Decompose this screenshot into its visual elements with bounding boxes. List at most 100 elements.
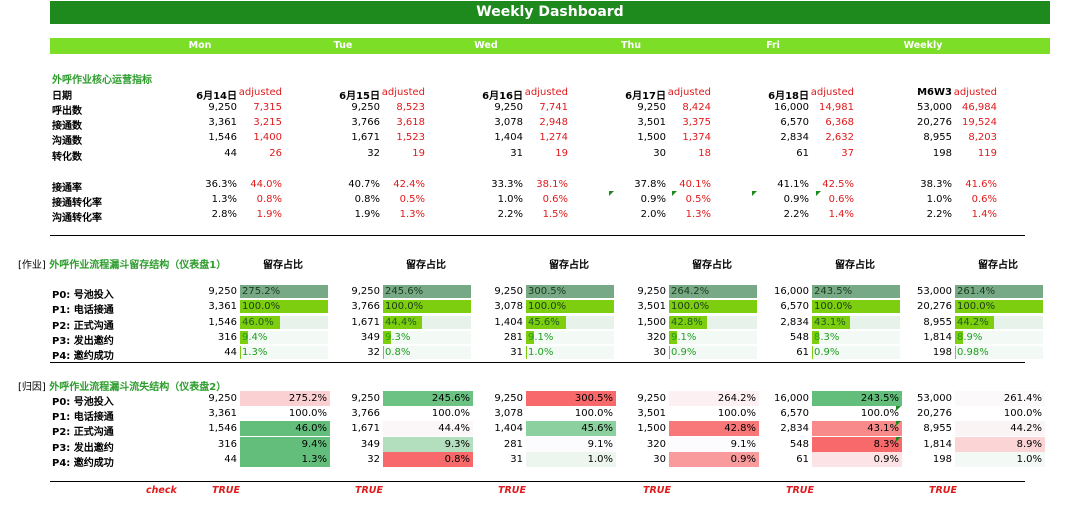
metric-value: 44: [224, 148, 237, 159]
retention-header: 留存占比: [835, 260, 875, 271]
retention-pct: 9.1%: [671, 332, 697, 343]
funnel-value: 44: [224, 347, 237, 358]
metric-adjusted-value: 2,632: [825, 132, 854, 143]
rate-adjusted-value: 42.4%: [393, 179, 425, 190]
retention-bar: [812, 300, 900, 313]
rate-adjusted-value: 1.5%: [542, 209, 568, 220]
loss-pct-cell: 100.0%: [955, 406, 1045, 421]
metric-value: 30: [653, 148, 666, 159]
rate-value: 1.9%: [354, 209, 380, 220]
rate-value: 2.2%: [926, 209, 952, 220]
metric-value: 1,671: [351, 132, 380, 143]
rate-value: 2.2%: [497, 209, 523, 220]
funnel-value: 53,000: [917, 286, 952, 297]
retention-pct: 1.0%: [528, 347, 554, 358]
loss-value: 1,500: [637, 423, 666, 434]
metric-adjusted-value: 26: [269, 148, 282, 159]
metric-value: 61: [796, 148, 809, 159]
retention-bar-track: [669, 331, 757, 344]
metric-adjusted-value: 119: [977, 148, 997, 159]
retention-pct: 44.2%: [957, 317, 989, 328]
metric-value: 53,000: [917, 102, 952, 113]
section-core-metrics-title: 外呼作业核心运营指标: [52, 75, 152, 86]
retention-pct: 100.0%: [814, 301, 853, 312]
adjusted-header: adjusted: [953, 87, 997, 98]
metric-adjusted-value: 46,984: [962, 102, 997, 113]
funnel-value: 16,000: [774, 286, 809, 297]
metric-adjusted-value: 2,948: [539, 117, 568, 128]
loss-pct-cell: 100.0%: [526, 406, 616, 421]
retention-pct: 100.0%: [385, 301, 424, 312]
loss-pct-cell: 1.3%: [240, 452, 330, 467]
loss-value: 32: [367, 454, 380, 465]
funnel-value: 1,546: [208, 317, 237, 328]
retention-bar-track: [383, 346, 471, 359]
date-header: 6月16日: [482, 91, 523, 102]
loss-value: 548: [789, 439, 809, 450]
funnel-stage-label: P3: 发出邀约: [52, 443, 114, 454]
retention-bar: [955, 331, 963, 344]
metric-value: 9,250: [637, 102, 666, 113]
loss-pct-cell: 100.0%: [669, 406, 759, 421]
metric-adjusted-value: 19: [555, 148, 568, 159]
retention-pct: 261.4%: [957, 286, 996, 297]
loss-value: 320: [646, 439, 666, 450]
metric-value: 32: [367, 148, 380, 159]
metric-value: 8,955: [923, 132, 952, 143]
rate-adjusted-value: 41.6%: [965, 179, 997, 190]
retention-bar: [383, 346, 384, 359]
retention-pct: 100.0%: [957, 301, 996, 312]
section-divider: [50, 481, 1025, 482]
loss-pct-cell: 1.0%: [955, 452, 1045, 467]
metric-value: 9,250: [351, 102, 380, 113]
rate-value: 37.8%: [634, 179, 666, 190]
metric-adjusted-value: 19: [412, 148, 425, 159]
retention-bar: [669, 300, 757, 313]
rate-value: 2.0%: [640, 209, 666, 220]
retention-pct: 44.4%: [385, 317, 417, 328]
retention-pct: 243.5%: [814, 286, 853, 297]
retention-bar: [240, 331, 248, 344]
metric-value: 6,570: [780, 117, 809, 128]
rate-adjusted-value: 1.3%: [399, 209, 425, 220]
retention-pct: 0.9%: [814, 347, 840, 358]
date-header: 6月15日: [339, 91, 380, 102]
retention-bar: [812, 285, 900, 298]
cell-marker-icon: [896, 406, 901, 411]
date-header: 6月14日: [196, 91, 237, 102]
rate-adjusted-value: 1.9%: [256, 209, 282, 220]
retention-header: 留存占比: [978, 260, 1018, 271]
date-header: M6W3: [917, 87, 952, 98]
rate-value: 2.8%: [211, 209, 237, 220]
section-divider: [50, 235, 1025, 236]
day-name-tue: Tue: [333, 40, 353, 51]
retention-bar: [526, 300, 614, 313]
rate-adjusted-value: 44.0%: [250, 179, 282, 190]
funnel-stage-label: P4: 邀约成功: [52, 351, 114, 362]
rate-value: 0.9%: [640, 194, 666, 205]
date-header: 6月18日: [768, 91, 809, 102]
funnel-value: 316: [217, 332, 237, 343]
rate-value: 1.0%: [926, 194, 952, 205]
check-value: TRUE: [498, 485, 526, 496]
check-value: TRUE: [929, 485, 957, 496]
loss-pct-cell: 45.6%: [526, 421, 616, 436]
date-header: 6月17日: [625, 91, 666, 102]
day-name-mon: Mon: [188, 40, 212, 51]
loss-value: 9,250: [637, 393, 666, 404]
retention-pct: 300.5%: [528, 286, 567, 297]
retention-bar: [240, 300, 328, 313]
loss-pct-cell: 9.1%: [526, 437, 616, 452]
metric-adjusted-value: 8,203: [968, 132, 997, 143]
metric-adjusted-value: 1,523: [396, 132, 425, 143]
loss-value: 20,276: [917, 408, 952, 419]
retention-pct: 9.4%: [242, 332, 268, 343]
retention-pct: 9.1%: [528, 332, 554, 343]
retention-bar: [669, 285, 757, 298]
metric-value: 198: [932, 148, 952, 159]
loss-pct-cell: 44.2%: [955, 421, 1045, 436]
funnel-value: 9,250: [351, 286, 380, 297]
metric-value: 9,250: [208, 102, 237, 113]
metric-adjusted-value: 8,424: [682, 102, 711, 113]
rate-row-label: 沟通转化率: [52, 213, 102, 224]
